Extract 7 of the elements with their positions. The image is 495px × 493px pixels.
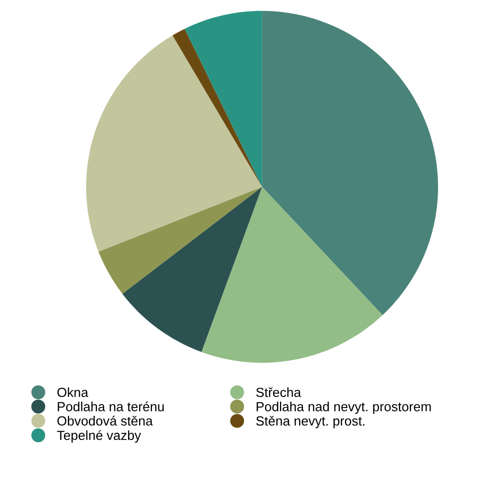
legend-label: Podlaha nad nevyt. prostorem	[256, 402, 431, 414]
legend-label: Tepelné vazby	[57, 430, 142, 443]
legend-label: Podlaha na terénu	[58, 401, 164, 412]
legend-label: Obvodová stěna	[57, 416, 153, 426]
legend-label: Stěna nevyt. prost.	[256, 416, 364, 428]
legend-label: Střecha	[256, 387, 302, 398]
legend-label: Okna	[57, 387, 88, 398]
